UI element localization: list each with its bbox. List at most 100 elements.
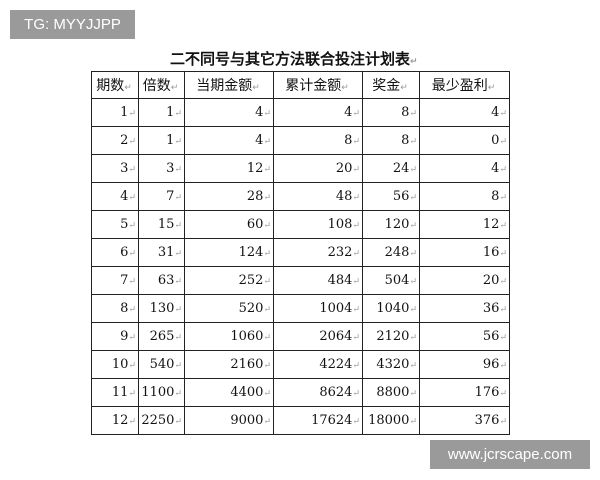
cell-value: 1004: [319, 301, 353, 316]
table-row: 5↵ 15↵ 60↵ 108↵ 120↵ 12↵: [91, 210, 510, 239]
return-mark: ↵: [128, 193, 136, 203]
return-mark: ↵: [124, 83, 132, 93]
cell-value: 484: [327, 273, 353, 288]
column-header: 最少盈利↵: [419, 71, 510, 99]
return-mark: ↵: [263, 361, 271, 371]
table-row: 4↵ 7↵ 28↵ 48↵ 56↵ 8↵: [91, 182, 510, 211]
table-cell: 17624↵: [273, 406, 363, 435]
cell-value: 504: [384, 273, 410, 288]
return-mark: ↵: [409, 165, 417, 175]
table-cell: 3↵: [138, 154, 185, 183]
return-mark: ↵: [341, 83, 349, 93]
cell-value: 1100: [141, 385, 175, 400]
table-cell: 484↵: [273, 266, 363, 295]
table-cell: 12↵: [184, 154, 274, 183]
return-mark: ↵: [409, 361, 417, 371]
return-mark: ↵: [263, 277, 271, 287]
cell-value: 4: [344, 105, 353, 120]
cell-value: 10: [111, 357, 129, 372]
return-mark: ↵: [128, 333, 136, 343]
header-text: 倍数: [142, 78, 171, 94]
header-text: 最少盈利: [431, 78, 488, 94]
table-cell: 10↵: [91, 350, 139, 379]
return-mark: ↵: [409, 277, 417, 287]
return-mark: ↵: [263, 221, 271, 231]
cell-value: 4: [491, 161, 500, 176]
table-row: 3↵ 3↵ 12↵ 20↵ 24↵ 4↵: [91, 154, 510, 183]
cell-value: 20: [335, 161, 353, 176]
cell-value: 8: [491, 189, 500, 204]
table-cell: 8↵: [273, 126, 363, 155]
cell-value: 232: [327, 245, 353, 260]
cell-value: 4400: [230, 385, 264, 400]
table-cell: 15↵: [138, 210, 185, 239]
cell-value: 252: [238, 273, 264, 288]
return-mark: ↵: [499, 109, 507, 119]
cell-value: 2160: [230, 357, 264, 372]
watermark-top-left: TG: MYYJJPP: [10, 10, 135, 39]
return-mark: ↵: [174, 389, 182, 399]
cell-value: 8: [401, 133, 410, 148]
return-mark: ↵: [499, 333, 507, 343]
table-cell: 20↵: [419, 266, 510, 295]
cell-value: 12: [111, 413, 129, 428]
return-mark: ↵: [352, 165, 360, 175]
table-row: 2↵ 1↵ 4↵ 8↵ 8↵ 0↵: [91, 126, 510, 155]
cell-value: 16: [482, 245, 500, 260]
cell-value: 1: [166, 105, 175, 120]
return-mark: ↵: [128, 417, 136, 427]
cell-value: 2: [120, 133, 129, 148]
return-mark: ↵: [409, 193, 417, 203]
return-mark: ↵: [128, 249, 136, 259]
table-row: 12↵ 2250↵ 9000↵ 17624↵ 18000↵ 376↵: [91, 406, 510, 435]
return-mark: ↵: [263, 417, 271, 427]
cell-value: 376: [474, 413, 500, 428]
cell-value: 520: [238, 301, 264, 316]
table-cell: 232↵: [273, 238, 363, 267]
table-cell: 4↵: [273, 98, 363, 127]
cell-value: 96: [482, 357, 500, 372]
return-mark: ↵: [352, 417, 360, 427]
cell-value: 4320: [376, 357, 410, 372]
cell-value: 4: [255, 133, 264, 148]
cell-value: 4: [491, 105, 500, 120]
table-row: 1↵ 1↵ 4↵ 4↵ 8↵ 4↵: [91, 98, 510, 127]
cell-value: 1: [166, 133, 175, 148]
return-mark: ↵: [263, 165, 271, 175]
table-cell: 31↵: [138, 238, 185, 267]
cell-value: 12: [482, 217, 500, 232]
cell-value: 8624: [319, 385, 353, 400]
return-mark: ↵: [174, 277, 182, 287]
cell-value: 4224: [319, 357, 353, 372]
return-mark: ↵: [252, 83, 260, 93]
table-cell: 2064↵: [273, 322, 363, 351]
cell-value: 24: [392, 161, 410, 176]
table-cell: 4↵: [91, 182, 139, 211]
return-mark: ↵: [409, 249, 417, 259]
cell-value: 1040: [376, 301, 410, 316]
table-cell: 4400↵: [184, 378, 274, 407]
return-mark: ↵: [352, 277, 360, 287]
table-cell: 4320↵: [362, 350, 420, 379]
table-cell: 1↵: [138, 126, 185, 155]
table-cell: 1↵: [91, 98, 139, 127]
table-cell: 8↵: [362, 126, 420, 155]
watermark-bottom-right: www.jcrscape.com: [430, 440, 590, 469]
return-mark: ↵: [409, 333, 417, 343]
table-cell: 6↵: [91, 238, 139, 267]
table-cell: 3↵: [91, 154, 139, 183]
header-text: 当期金额: [196, 78, 253, 94]
column-header: 倍数↵: [138, 71, 185, 99]
return-mark: ↵: [410, 57, 418, 67]
return-mark: ↵: [352, 109, 360, 119]
table-cell: 5↵: [91, 210, 139, 239]
cell-value: 28: [246, 189, 264, 204]
return-mark: ↵: [128, 277, 136, 287]
cell-value: 0: [491, 133, 500, 148]
return-mark: ↵: [174, 417, 182, 427]
return-mark: ↵: [174, 333, 182, 343]
cell-value: 6: [120, 245, 129, 260]
table-row: 10↵ 540↵ 2160↵ 4224↵ 4320↵ 96↵: [91, 350, 510, 379]
table-cell: 4224↵: [273, 350, 363, 379]
cell-value: 48: [335, 189, 353, 204]
